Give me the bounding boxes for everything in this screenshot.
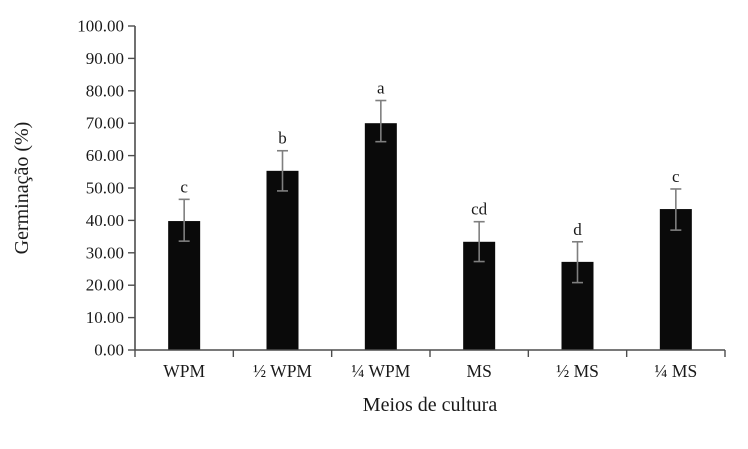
y-tick-label: 80.00 — [86, 81, 124, 100]
y-tick-label: 0.00 — [94, 341, 124, 360]
significance-letter-¼ MS: c — [672, 167, 680, 186]
significance-letter-½ MS: d — [573, 220, 582, 239]
x-tick-label-WPM: WPM — [163, 361, 205, 381]
significance-letter-½ WPM: b — [278, 129, 287, 148]
y-tick-label: 40.00 — [86, 211, 124, 230]
y-tick-label: 60.00 — [86, 146, 124, 165]
y-tick-label: 100.00 — [77, 17, 124, 36]
y-tick-label: 90.00 — [86, 49, 124, 68]
x-tick-label-½ MS: ½ MS — [556, 361, 599, 381]
significance-letter-¼ WPM: a — [377, 79, 385, 98]
y-tick-label: 30.00 — [86, 243, 124, 262]
bar-½ WPM — [266, 170, 299, 350]
plot-area: 0.00 10.00 20.00 30.00 40.00 50.00 60.00 70.00 8… — [77, 17, 726, 381]
y-axis-title: Germinação (%) — [11, 122, 33, 255]
bar-¼ WPM — [364, 123, 397, 350]
x-tick-label-¼ WPM: ¼ WPM — [351, 361, 410, 381]
x-tick-label-¼ MS: ¼ MS — [654, 361, 697, 381]
significance-letter-MS: cd — [471, 200, 488, 219]
significance-letter-WPM: c — [180, 177, 188, 196]
y-tick-label: 70.00 — [86, 114, 124, 133]
bar-WPM — [168, 221, 201, 350]
y-tick-label: 50.00 — [86, 179, 124, 198]
x-tick-label-½ WPM: ½ WPM — [253, 361, 312, 381]
y-tick-label: 10.00 — [86, 308, 124, 327]
y-tick-label: 20.00 — [86, 276, 124, 295]
x-tick-label-MS: MS — [467, 361, 492, 381]
bar-¼ MS — [659, 209, 692, 350]
x-axis-title: Meios de cultura — [363, 394, 498, 416]
